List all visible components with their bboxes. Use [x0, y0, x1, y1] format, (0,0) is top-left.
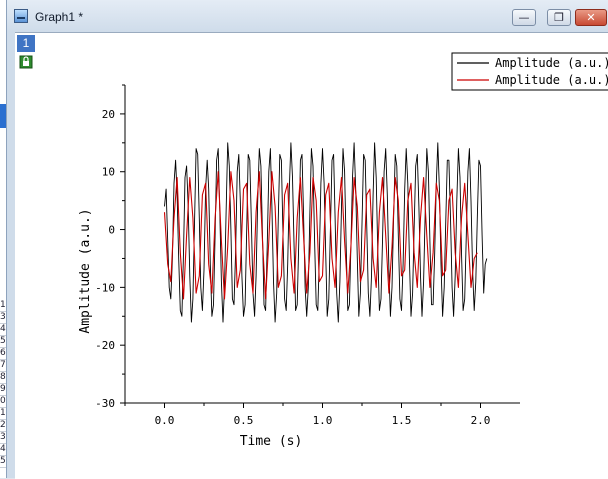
window-titlebar[interactable]: Graph1 * — ❐ ✕	[7, 0, 608, 32]
graph-window-icon[interactable]	[14, 9, 28, 23]
x-tick-label: 0.0	[155, 414, 175, 427]
x-tick-label: 2.0	[471, 414, 491, 427]
y-tick-label: 20	[102, 108, 115, 121]
background-row-line	[0, 323, 8, 324]
y-tick-label: 0	[108, 224, 115, 237]
x-tick-label: 0.5	[234, 414, 254, 427]
background-row-number: 1	[0, 408, 6, 418]
restore-button[interactable]: ❐	[547, 9, 571, 26]
background-row-number: 8	[0, 372, 6, 382]
graph-page[interactable]: 1 0.0 0.5 1.0 1.5 2.0 -30 -20 -10 0 10 20 Time (s)…	[15, 32, 608, 479]
background-row-line	[0, 311, 8, 312]
background-row-line	[0, 407, 8, 408]
background-row-line	[0, 383, 8, 384]
graph-window[interactable]: Graph1 * — ❐ ✕ 1 0.0 0.5 1.0 1.5 2.0 -30 -20 -1…	[6, 0, 608, 479]
background-row-number: 6	[0, 348, 6, 358]
window-title: Graph1 *	[35, 10, 84, 24]
background-row-line	[0, 443, 8, 444]
background-row-number: 3	[0, 432, 6, 442]
series-line-raw	[164, 142, 488, 323]
y-tick-label: -20	[95, 339, 115, 352]
legend-label: Amplitude (a.u.)	[495, 73, 608, 87]
x-tick-label: 1.5	[392, 414, 412, 427]
background-row-line	[0, 335, 8, 336]
series-line-smoothed	[163, 171, 478, 300]
y-tick-label: -30	[95, 397, 115, 410]
x-axis-label: Time (s)	[240, 434, 303, 449]
background-row-line	[0, 359, 8, 360]
lock-icon[interactable]	[19, 55, 33, 69]
background-app-strip: 1 3 4 5 6 7 8 9 0 1 2 3 4 5	[0, 0, 10, 478]
background-row-number: 1	[0, 300, 6, 310]
background-row-line	[0, 395, 8, 396]
legend-label: Amplitude (a.u.)	[495, 56, 608, 70]
y-tick-label: -10	[95, 281, 115, 294]
background-row-number: 9	[0, 384, 6, 394]
y-axis-label: Amplitude (a.u.)	[78, 208, 93, 333]
background-row-line	[0, 347, 8, 348]
background-row-line	[0, 455, 8, 456]
background-row-line	[0, 419, 8, 420]
background-row-number: 4	[0, 324, 6, 334]
x-tick-label: 1.0	[313, 414, 333, 427]
background-row-number: 7	[0, 360, 6, 370]
background-row-line	[0, 371, 8, 372]
background-row-number: 4	[0, 444, 6, 454]
background-row-number: 0	[0, 396, 6, 406]
layer-index-badge[interactable]: 1	[17, 35, 35, 52]
close-button[interactable]: ✕	[575, 9, 607, 26]
background-row-number: 2	[0, 420, 6, 430]
background-row-number: 5	[0, 456, 6, 466]
y-tick-label: 10	[102, 166, 115, 179]
background-row-number: 3	[0, 312, 6, 322]
legend-box	[451, 52, 608, 91]
background-row-number: 5	[0, 336, 6, 346]
minimize-button[interactable]: —	[512, 9, 536, 26]
background-row-line	[0, 467, 8, 468]
chart-legend[interactable]: Amplitude (a.u.) Amplitude (a.u.)	[451, 52, 608, 91]
background-row-line	[0, 431, 8, 432]
background-selection-bar	[0, 104, 6, 128]
line-chart[interactable]: 0.0 0.5 1.0 1.5 2.0 -30 -20 -10 0 10 20 Time (s) A…	[15, 33, 608, 479]
